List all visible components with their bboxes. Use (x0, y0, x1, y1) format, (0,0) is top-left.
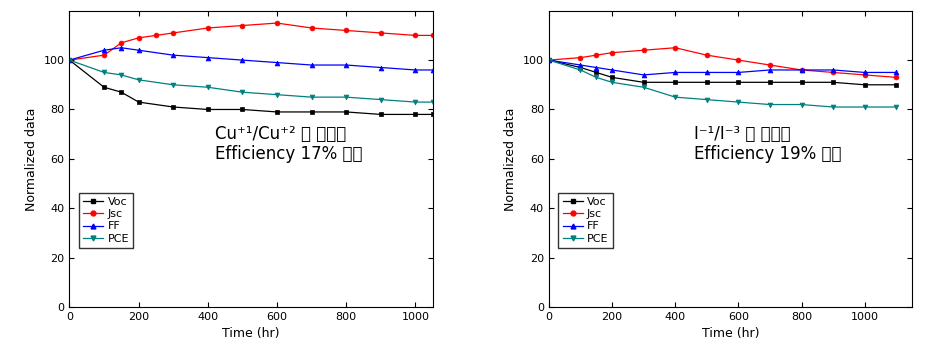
Legend: Voc, Jsc, FF, PCE: Voc, Jsc, FF, PCE (558, 192, 613, 248)
X-axis label: Time (hr): Time (hr) (702, 327, 759, 341)
X-axis label: Time (hr): Time (hr) (222, 327, 280, 341)
Text: Cu⁺¹/Cu⁺² 계 전해질
Efficiency 17% 감소: Cu⁺¹/Cu⁺² 계 전해질 Efficiency 17% 감소 (215, 125, 362, 164)
Y-axis label: Normalized data: Normalized data (25, 107, 38, 211)
Legend: Voc, Jsc, FF, PCE: Voc, Jsc, FF, PCE (79, 192, 133, 248)
Y-axis label: Normalized data: Normalized data (505, 107, 518, 211)
Text: I⁻¹/I⁻³ 계 전해질
Efficiency 19% 감소: I⁻¹/I⁻³ 계 전해질 Efficiency 19% 감소 (694, 125, 842, 164)
